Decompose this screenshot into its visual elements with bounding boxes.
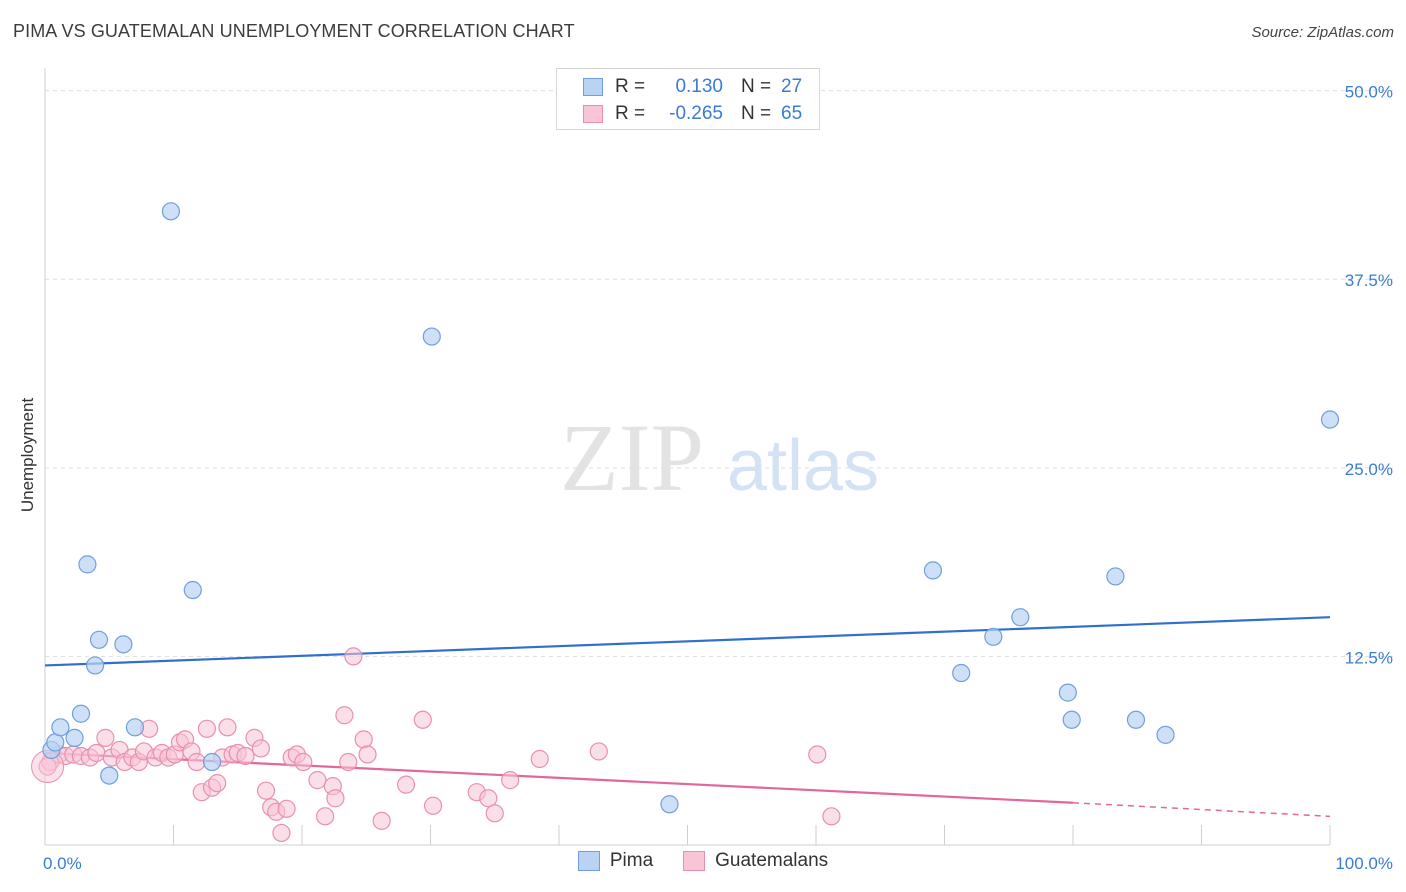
guatemalans-point — [277, 799, 296, 818]
pima-point — [1062, 710, 1081, 729]
guatemalans-point — [96, 728, 115, 747]
y-tick-label: 25.0% — [1345, 460, 1393, 479]
pima-point — [1058, 683, 1077, 702]
legend-row-guatemalans: R = -0.265 N = 65 — [583, 101, 802, 127]
legend-label-guatemalans: Guatemalans — [715, 850, 829, 871]
guatemalans-point — [256, 781, 276, 800]
r-value: 0.130 — [675, 76, 723, 97]
guatemalans-point — [479, 789, 498, 808]
guatemalans-point — [308, 771, 327, 790]
pima-point — [86, 656, 105, 675]
y-tick-label: 37.5% — [1345, 271, 1393, 290]
guatemalans-point — [344, 647, 363, 666]
guatemalans-point — [197, 719, 217, 738]
guatemalans-point — [808, 745, 827, 764]
series-legend: Pima Guatemalans — [0, 850, 1406, 872]
correlation-legend: R = 0.130 N = 27 R = -0.265 N = 65 — [556, 68, 820, 130]
guatemalans-point — [485, 804, 504, 823]
pima-point — [1106, 567, 1125, 586]
guatemalans-point — [530, 749, 549, 769]
guatemalans-point — [218, 718, 237, 737]
source-credit: Source: ZipAtlas.com — [1251, 24, 1394, 41]
n-label: N = — [741, 76, 772, 97]
guatemalans-point — [354, 730, 373, 749]
chart-title: PIMA VS GUATEMALAN UNEMPLOYMENT CORRELAT… — [13, 21, 575, 41]
guatemalans-swatch — [583, 105, 603, 123]
pima-point — [1011, 608, 1030, 627]
guatemalans-point — [251, 739, 270, 758]
r-label: R = — [615, 76, 646, 97]
pima-point — [202, 752, 222, 772]
x-tick-label: 0.0% — [43, 854, 82, 873]
guatemalans-point — [236, 746, 255, 766]
legend-item-guatemalans[interactable]: Guatemalans — [683, 850, 828, 872]
guatemalans-point — [87, 743, 106, 763]
guatemalans-point — [326, 789, 345, 808]
pima-point — [1126, 710, 1146, 729]
pima-point — [114, 635, 133, 654]
watermark-atlas: atlas — [727, 426, 879, 506]
guatemalans-point — [589, 742, 608, 761]
guatemalans-point — [335, 706, 354, 725]
pima-point — [1156, 725, 1175, 744]
pima-point — [183, 580, 202, 600]
guatemalans-point — [272, 823, 291, 843]
pima-point — [100, 766, 119, 785]
pima-point — [1320, 410, 1340, 429]
y-axis-title: Unemployment — [18, 397, 37, 513]
guatemalans-point — [294, 752, 313, 772]
pima-point — [923, 561, 943, 580]
legend-item-pima[interactable]: Pima — [577, 850, 654, 872]
guatemalans-point — [358, 745, 377, 764]
guatemalans-point — [396, 775, 416, 794]
legend-label-pima: Pima — [609, 850, 654, 871]
guatemalans-point — [316, 807, 335, 826]
pima-point — [78, 555, 97, 574]
pima-point — [65, 728, 84, 747]
pima-point — [51, 718, 70, 737]
guatemalans-swatch — [683, 851, 706, 871]
pima-swatch — [577, 851, 600, 871]
y-tick-label: 50.0% — [1345, 83, 1393, 102]
watermark-zip: ZIP — [560, 404, 704, 511]
guatemalans-point — [208, 774, 227, 793]
guatemalans-point — [339, 752, 358, 772]
y-tick-label: 12.5% — [1345, 648, 1393, 667]
legend-row-pima: R = 0.130 N = 27 — [583, 74, 802, 100]
pima-trend-line — [44, 616, 1331, 667]
guatemalans-point — [187, 752, 206, 772]
pima-point — [46, 733, 65, 752]
pima-point — [984, 627, 1003, 646]
guatemalans-point — [413, 710, 432, 729]
pima-point — [660, 795, 679, 814]
pima-point — [161, 202, 181, 221]
r-label: R = — [615, 103, 646, 124]
n-value: 65 — [781, 103, 803, 124]
guatemalans-point — [501, 771, 520, 790]
pima-point — [125, 718, 145, 737]
guatemalans-point — [822, 807, 841, 826]
x-tick-label: 100.0% — [1335, 854, 1393, 873]
n-label: N = — [741, 103, 772, 124]
r-value: -0.265 — [669, 103, 723, 124]
pima-point — [71, 704, 91, 723]
pima-point — [952, 663, 971, 683]
guatemalans-point — [372, 811, 391, 830]
pima-swatch — [583, 78, 603, 96]
pima-point — [89, 630, 109, 649]
guatemalans-point — [423, 796, 443, 815]
guatemalans-trend-extension — [1072, 802, 1331, 818]
n-value: 27 — [781, 76, 803, 97]
pima-point — [422, 327, 441, 346]
